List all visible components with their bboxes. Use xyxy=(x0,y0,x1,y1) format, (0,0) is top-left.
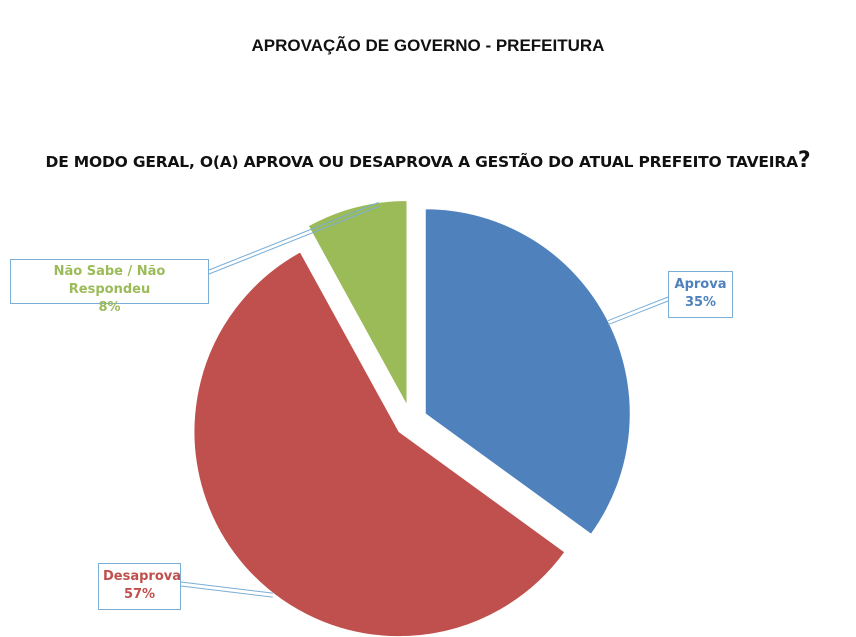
slice-value-aprova: 35% xyxy=(684,295,717,310)
data-label-nao-sabe: Não Sabe / Não Respondeu 8% xyxy=(10,259,209,315)
leader-lines xyxy=(180,202,669,598)
data-label-desaprova: Desaprova 57% xyxy=(98,563,181,610)
slice-label-aprova: Aprova xyxy=(674,277,727,292)
slice-label-desaprova: Desaprova xyxy=(103,569,182,584)
leader-line-desaprova xyxy=(180,581,273,594)
slice-value-desaprova: 57% xyxy=(123,587,156,602)
chart-title: APROVAÇÃO DE GOVERNO - PREFEITURA xyxy=(251,36,605,55)
leader-line-aprova xyxy=(607,296,669,322)
pie-slice-nao-sabe xyxy=(307,200,408,406)
leader-line-nao-sabe xyxy=(208,206,379,275)
question-text: DE MODO GERAL, O(A) APROVA OU DESAPROVA … xyxy=(45,153,799,171)
leader-line-desaprova xyxy=(180,585,273,598)
chart-question: DE MODO GERAL, O(A) APROVA OU DESAPROVA … xyxy=(0,148,856,173)
slice-label-nao-sabe: Não Sabe / Não Respondeu xyxy=(53,264,166,297)
pie-slices xyxy=(193,200,631,637)
data-label-aprova: Aprova 35% xyxy=(668,271,733,318)
leader-line-aprova xyxy=(607,300,669,326)
slice-value-nao-sabe: 8% xyxy=(98,300,121,315)
question-mark: ? xyxy=(797,148,811,173)
leader-line-nao-sabe xyxy=(208,202,379,271)
pie-slice-desaprova xyxy=(193,251,566,637)
